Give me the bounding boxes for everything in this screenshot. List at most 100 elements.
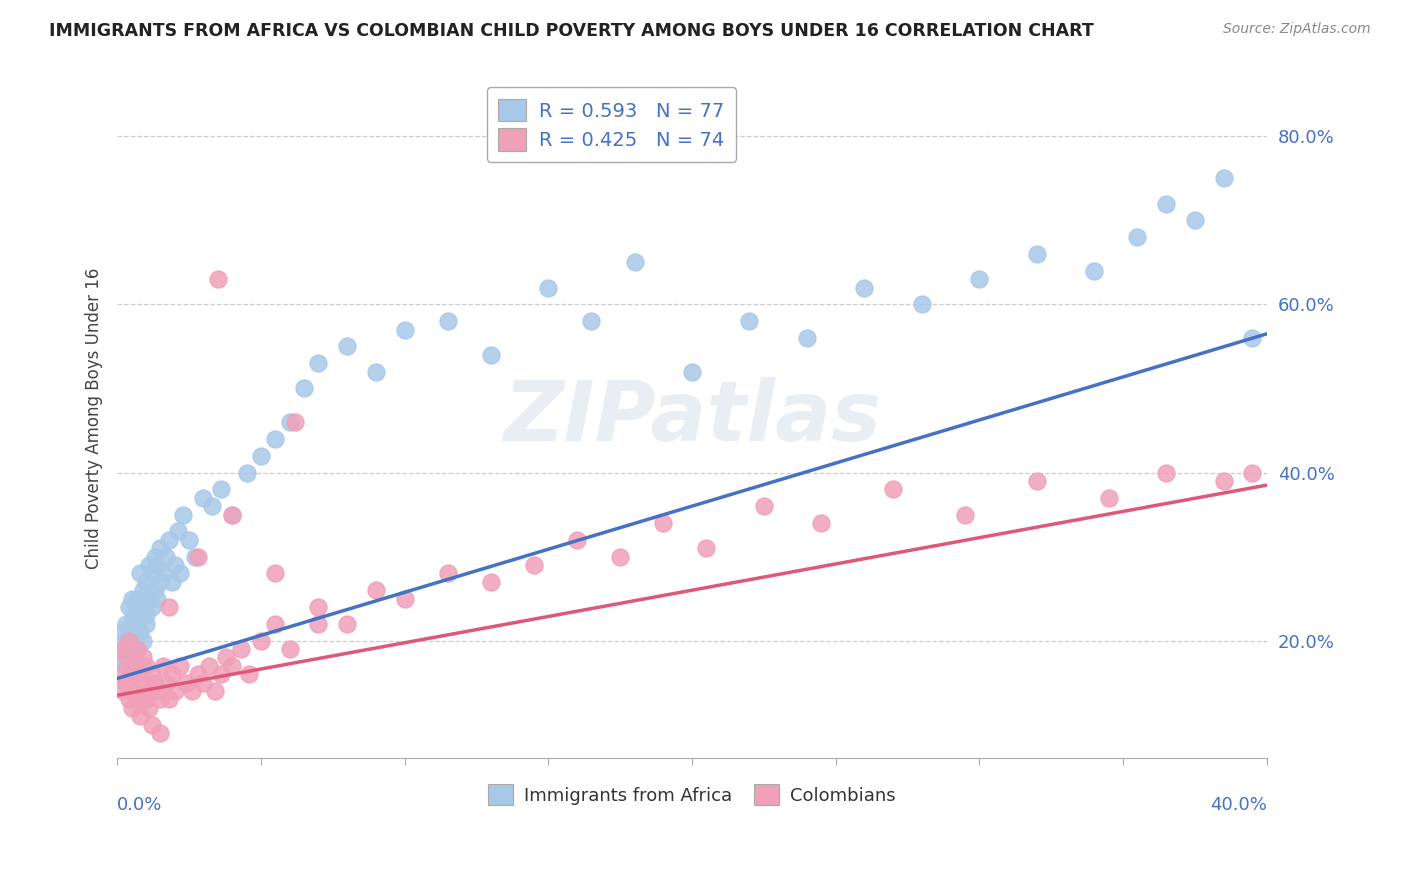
Point bbox=[132, 633, 155, 648]
Point bbox=[307, 600, 329, 615]
Point bbox=[364, 583, 387, 598]
Point bbox=[209, 667, 232, 681]
Point bbox=[752, 499, 775, 513]
Point bbox=[187, 549, 209, 564]
Point bbox=[166, 524, 188, 539]
Point bbox=[138, 591, 160, 606]
Point bbox=[623, 255, 645, 269]
Point bbox=[111, 625, 134, 640]
Point bbox=[565, 533, 588, 547]
Point bbox=[198, 658, 221, 673]
Point bbox=[1025, 247, 1047, 261]
Point bbox=[132, 675, 155, 690]
Point bbox=[114, 650, 136, 665]
Point bbox=[160, 667, 183, 681]
Point bbox=[738, 314, 761, 328]
Point bbox=[127, 642, 149, 657]
Point bbox=[235, 466, 257, 480]
Point bbox=[523, 558, 546, 572]
Point bbox=[215, 650, 238, 665]
Point bbox=[193, 491, 215, 505]
Point bbox=[118, 625, 141, 640]
Point bbox=[1184, 213, 1206, 227]
Point bbox=[681, 365, 703, 379]
Point bbox=[114, 658, 136, 673]
Point bbox=[129, 600, 152, 615]
Point bbox=[238, 667, 260, 681]
Point bbox=[1154, 466, 1177, 480]
Point bbox=[118, 633, 141, 648]
Point bbox=[1083, 264, 1105, 278]
Point bbox=[221, 508, 243, 522]
Legend: Immigrants from Africa, Colombians: Immigrants from Africa, Colombians bbox=[479, 775, 905, 814]
Point bbox=[111, 642, 134, 657]
Point bbox=[108, 667, 131, 681]
Point bbox=[146, 684, 169, 698]
Text: 40.0%: 40.0% bbox=[1211, 797, 1267, 814]
Point bbox=[124, 633, 146, 648]
Point bbox=[135, 658, 157, 673]
Point bbox=[118, 600, 141, 615]
Text: Source: ZipAtlas.com: Source: ZipAtlas.com bbox=[1223, 22, 1371, 37]
Point bbox=[111, 642, 134, 657]
Point bbox=[229, 642, 252, 657]
Point bbox=[141, 600, 163, 615]
Point bbox=[132, 650, 155, 665]
Point bbox=[364, 365, 387, 379]
Point bbox=[264, 566, 287, 581]
Point bbox=[135, 608, 157, 623]
Point bbox=[129, 566, 152, 581]
Point bbox=[163, 684, 186, 698]
Point bbox=[652, 516, 675, 530]
Point bbox=[695, 541, 717, 556]
Point bbox=[127, 642, 149, 657]
Point bbox=[146, 558, 169, 572]
Point bbox=[143, 583, 166, 598]
Point bbox=[221, 658, 243, 673]
Point bbox=[124, 608, 146, 623]
Point bbox=[264, 432, 287, 446]
Point bbox=[307, 356, 329, 370]
Point bbox=[121, 701, 143, 715]
Point bbox=[124, 658, 146, 673]
Text: IMMIGRANTS FROM AFRICA VS COLOMBIAN CHILD POVERTY AMONG BOYS UNDER 16 CORRELATIO: IMMIGRANTS FROM AFRICA VS COLOMBIAN CHIL… bbox=[49, 22, 1094, 40]
Text: ZIPatlas: ZIPatlas bbox=[503, 377, 882, 458]
Point bbox=[882, 483, 904, 497]
Point bbox=[108, 650, 131, 665]
Point bbox=[1025, 474, 1047, 488]
Point bbox=[169, 658, 191, 673]
Point bbox=[284, 415, 307, 429]
Point bbox=[149, 726, 172, 740]
Point bbox=[160, 574, 183, 589]
Point bbox=[141, 667, 163, 681]
Point bbox=[911, 297, 934, 311]
Point bbox=[138, 684, 160, 698]
Point bbox=[157, 600, 180, 615]
Point bbox=[969, 272, 991, 286]
Point bbox=[124, 650, 146, 665]
Text: 0.0%: 0.0% bbox=[117, 797, 163, 814]
Point bbox=[292, 382, 315, 396]
Point bbox=[152, 566, 174, 581]
Point bbox=[127, 692, 149, 706]
Point bbox=[1241, 331, 1264, 345]
Point bbox=[172, 508, 194, 522]
Point bbox=[250, 633, 273, 648]
Point bbox=[201, 499, 224, 513]
Point bbox=[479, 348, 502, 362]
Point bbox=[537, 280, 560, 294]
Point bbox=[149, 541, 172, 556]
Point bbox=[180, 684, 202, 698]
Point bbox=[127, 591, 149, 606]
Point bbox=[581, 314, 603, 328]
Point bbox=[121, 642, 143, 657]
Point bbox=[143, 549, 166, 564]
Point bbox=[118, 650, 141, 665]
Point bbox=[129, 625, 152, 640]
Point bbox=[138, 701, 160, 715]
Point bbox=[1212, 171, 1234, 186]
Point bbox=[187, 667, 209, 681]
Point bbox=[157, 533, 180, 547]
Point bbox=[184, 549, 207, 564]
Point bbox=[157, 692, 180, 706]
